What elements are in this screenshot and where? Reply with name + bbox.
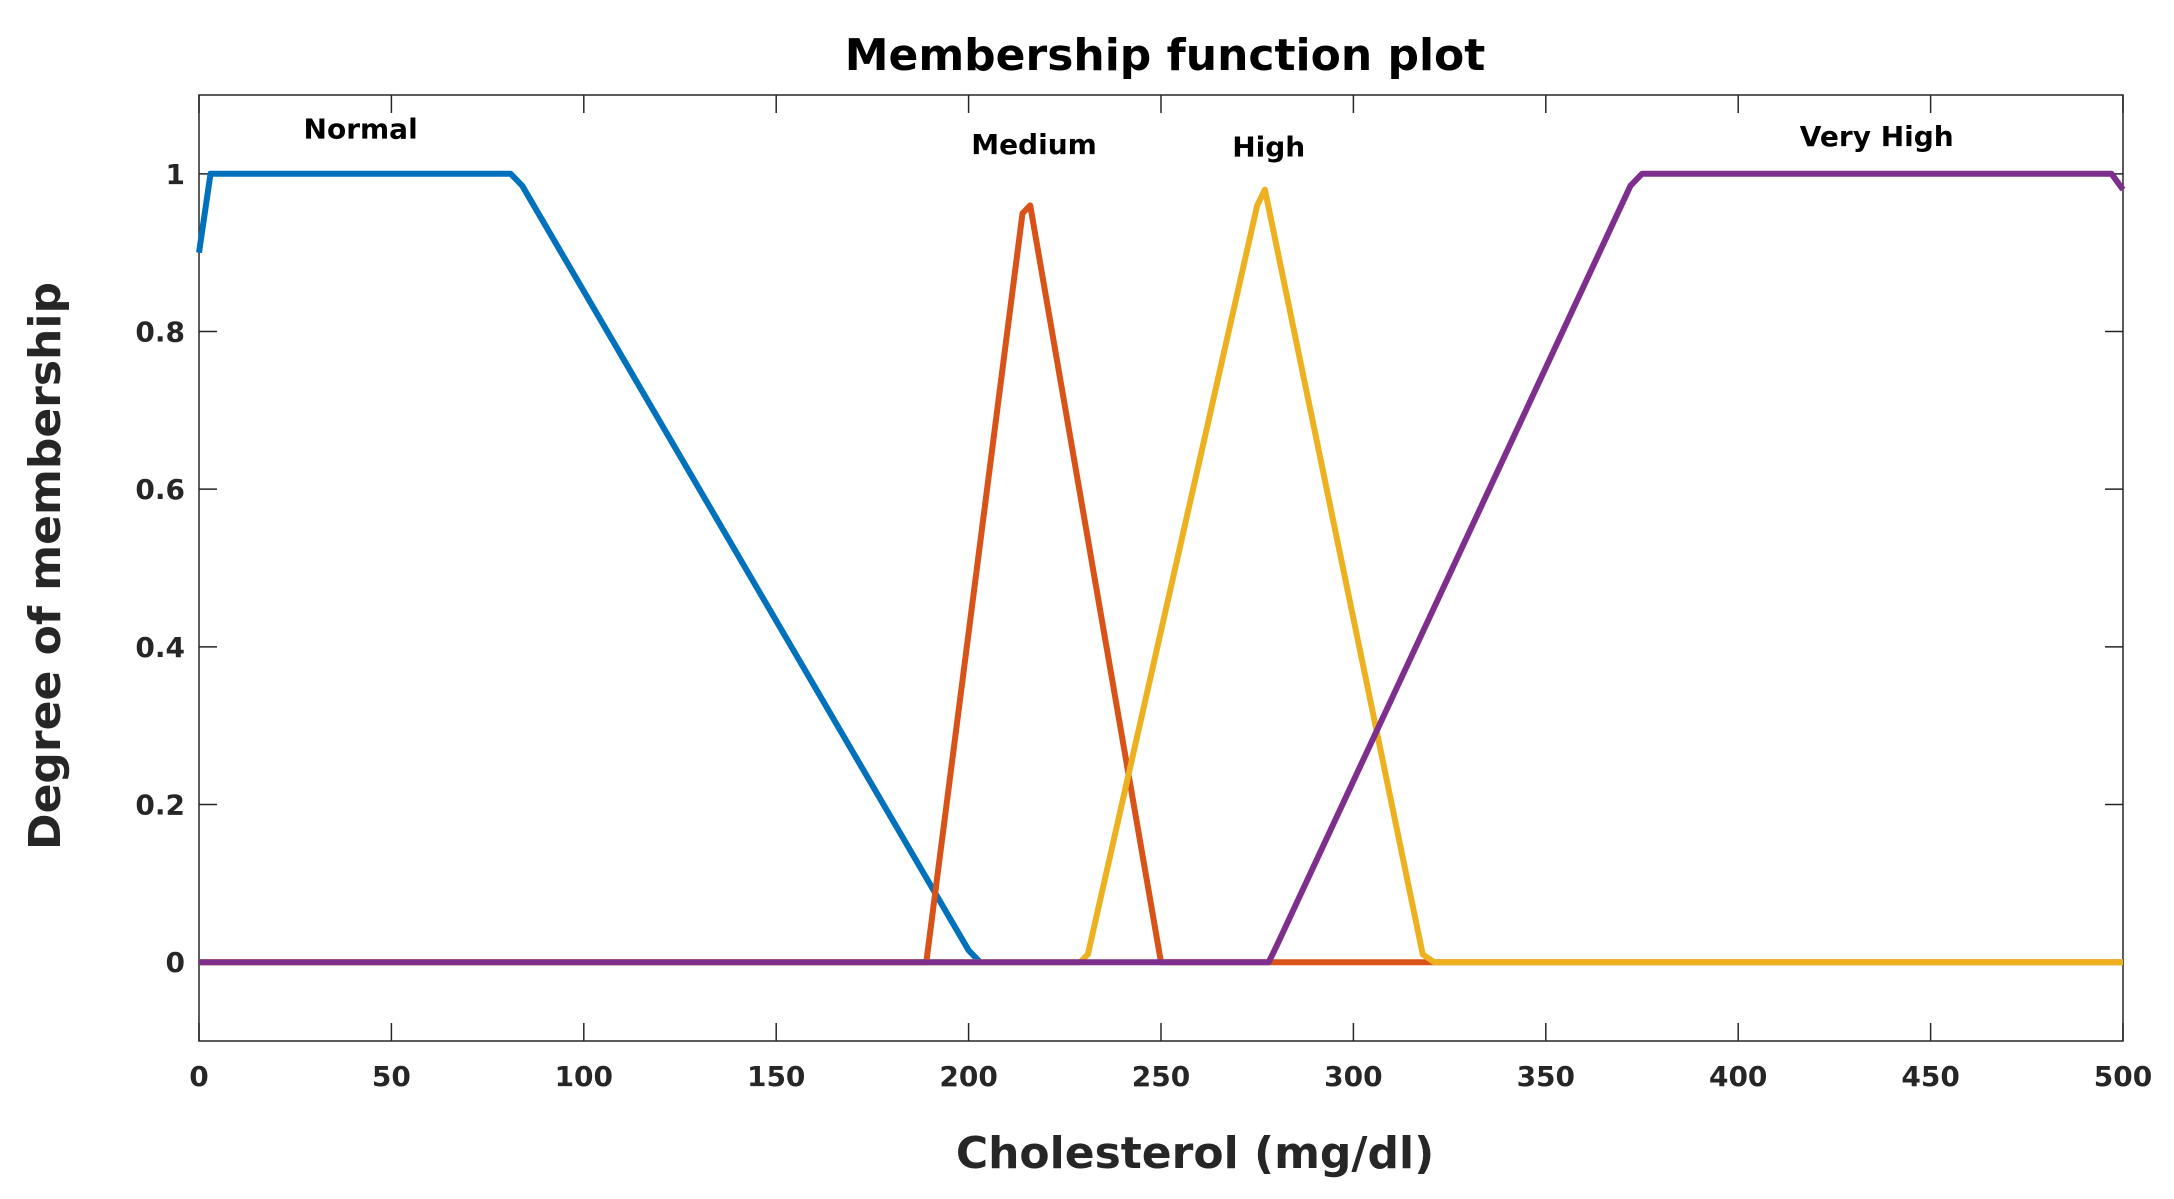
x-tick-label: 150 [747,1060,805,1093]
chart-title: Membership function plot [845,30,1486,81]
y-tick-label: 0.4 [135,631,185,664]
y-tick-label: 0.6 [135,473,185,506]
series-line-normal [196,170,983,965]
y-tick-label: 0 [166,946,185,979]
y-tick-label: 0.2 [135,789,185,822]
x-tick-label: 400 [1709,1060,1767,1093]
x-tick-label: 450 [1901,1060,1959,1093]
x-tick-label: 100 [555,1060,613,1093]
plot-frame [198,94,2124,1042]
series-line-medium [199,202,2123,966]
x-tick-label: 250 [1132,1060,1190,1093]
annotation-normal: Normal [304,112,418,145]
x-tick-label: 350 [1517,1060,1575,1093]
y-axis-label: Degree of membership [20,282,71,850]
x-tick-label: 200 [939,1060,997,1093]
annotation-high: High [1232,130,1305,163]
x-tick-label: 500 [2094,1060,2152,1093]
annotation-medium: Medium [971,128,1097,161]
x-tick-label: 300 [1324,1060,1382,1093]
y-tick-label: 1 [166,158,185,191]
series-line-high [199,186,2123,966]
x-tick-label: 0 [189,1060,208,1093]
plot-area: 0 50 100 150 200 250 300 350 400 450 500 0 0.2 0.4 0.6… [135,94,2152,1093]
series-line-very-high [199,170,2126,966]
y-tick-label: 0.8 [135,316,185,349]
x-axis-label: Cholesterol (mg/dl) [956,1128,1434,1179]
annotation-very-high: Very High [1800,120,1954,153]
x-tick-label: 50 [372,1060,411,1093]
